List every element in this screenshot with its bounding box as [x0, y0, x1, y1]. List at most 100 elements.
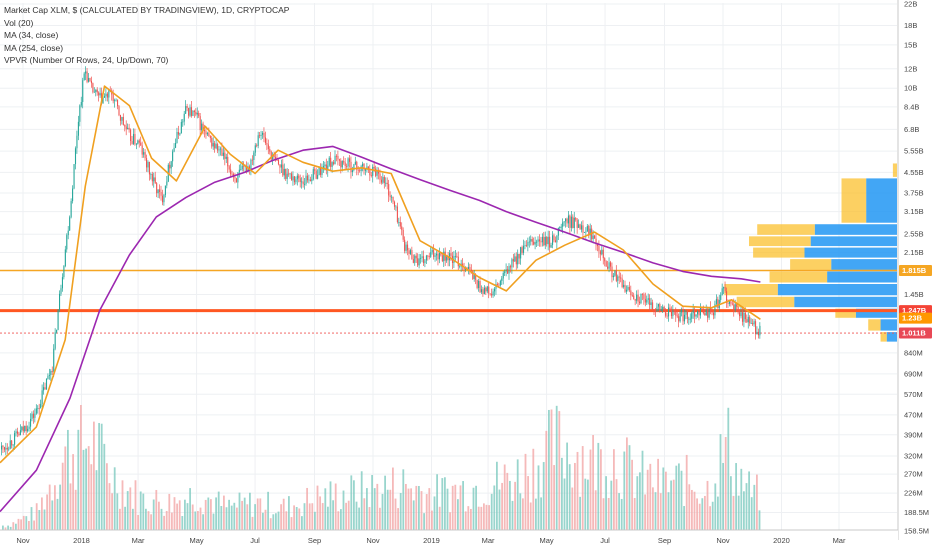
candle-body: [576, 219, 578, 228]
volume-bar: [238, 492, 241, 530]
volume-bar: [576, 451, 579, 530]
volume-bar: [626, 437, 628, 530]
candle-body: [666, 315, 668, 317]
volume-bar: [659, 493, 662, 530]
volume-bar: [524, 453, 527, 530]
candle-body: [366, 166, 368, 170]
candle-body: [54, 332, 56, 349]
volume-bar: [587, 479, 589, 530]
candle-body: [594, 235, 596, 239]
candle-body: [409, 250, 411, 254]
candle-body: [614, 270, 616, 276]
candle-body: [652, 302, 654, 311]
volume-bar: [457, 499, 459, 530]
volume-bar: [529, 502, 532, 530]
candle-body: [641, 293, 643, 295]
volume-bar: [532, 448, 535, 530]
volume-bar: [602, 498, 605, 530]
volume-bar: [496, 461, 498, 530]
volume-bar: [662, 467, 665, 530]
candle-body: [530, 239, 532, 242]
candle-body: [398, 222, 400, 223]
volume-bar: [7, 525, 9, 530]
legend-ma254[interactable]: MA (254, close): [4, 42, 64, 53]
candle-body: [224, 152, 226, 159]
candle-body: [315, 170, 317, 179]
volume-bar: [25, 516, 28, 530]
y-tick-label: 8.4B: [904, 102, 919, 111]
candle-body: [433, 249, 435, 257]
volume-bar: [163, 515, 165, 530]
legend-title[interactable]: Market Cap XLM, $ (CALCULATED BY TRADING…: [4, 5, 290, 15]
time-axis-panel[interactable]: [0, 530, 898, 550]
candle-body: [263, 132, 265, 138]
candle-body: [99, 93, 101, 96]
candle-body: [681, 309, 683, 313]
candle-body: [602, 249, 604, 259]
volume-bar: [472, 487, 475, 530]
candle-body: [237, 172, 239, 183]
volume-bar: [4, 527, 7, 530]
candle-body: [140, 142, 142, 146]
volume-bar: [407, 488, 410, 530]
volume-bar: [241, 500, 243, 530]
volume-bar: [100, 423, 103, 530]
candle-body: [214, 143, 216, 149]
volume-bar: [350, 475, 353, 530]
volume-bar: [436, 474, 438, 530]
candle-body: [637, 294, 639, 302]
candle-body: [730, 301, 732, 304]
volume-bar: [217, 491, 220, 530]
candle-body: [721, 288, 723, 296]
candle-body: [186, 106, 188, 108]
candle-body: [712, 312, 715, 316]
candle-body: [720, 295, 722, 300]
candle-body: [756, 331, 758, 335]
candle-body: [338, 159, 340, 161]
legend-ma34[interactable]: MA (34, close): [4, 30, 59, 40]
volume-bar: [740, 468, 743, 530]
volume-bar: [503, 464, 506, 530]
candle-body: [372, 166, 374, 176]
volume-bar: [329, 481, 332, 530]
candle-body: [182, 121, 184, 123]
candle-body: [106, 93, 108, 98]
candle-body: [496, 284, 498, 285]
candle-body: [544, 236, 546, 246]
candle-body: [180, 121, 182, 134]
y-tick-label: 690M: [904, 369, 923, 378]
candle-body: [1, 445, 3, 450]
vpvr-bar-down: [736, 296, 795, 308]
candle-body: [646, 299, 648, 303]
candle-body: [414, 255, 416, 263]
candle-body: [741, 312, 744, 322]
candle-body: [228, 166, 230, 170]
legend-vpvr[interactable]: VPVR (Number Of Rows, 24, Up/Down, 70): [4, 55, 169, 65]
candle-body: [624, 284, 626, 292]
candle-body: [592, 235, 594, 240]
volume-bar: [493, 485, 496, 530]
volume-bar: [464, 511, 467, 530]
volume-bar: [111, 493, 113, 530]
y-tick-label: 12B: [904, 64, 917, 73]
volume-bar: [80, 405, 82, 530]
candle-body: [314, 169, 316, 171]
candle-body: [340, 160, 342, 168]
volume-bar: [420, 491, 423, 530]
candle-body: [45, 378, 48, 390]
volume-bar: [449, 512, 451, 530]
volume-bar: [566, 442, 568, 530]
candle-body: [524, 245, 526, 247]
candle-body: [385, 182, 387, 184]
candle-body: [130, 129, 132, 142]
candle-body: [701, 307, 703, 309]
volume-bar: [672, 479, 675, 530]
volume-bar: [366, 488, 368, 530]
legend-vol[interactable]: Vol (20): [4, 17, 34, 28]
volume-bar: [301, 516, 303, 530]
candle-body: [267, 144, 269, 150]
candle-body: [270, 151, 272, 160]
candle-body: [254, 145, 256, 153]
candle-body: [428, 256, 430, 258]
